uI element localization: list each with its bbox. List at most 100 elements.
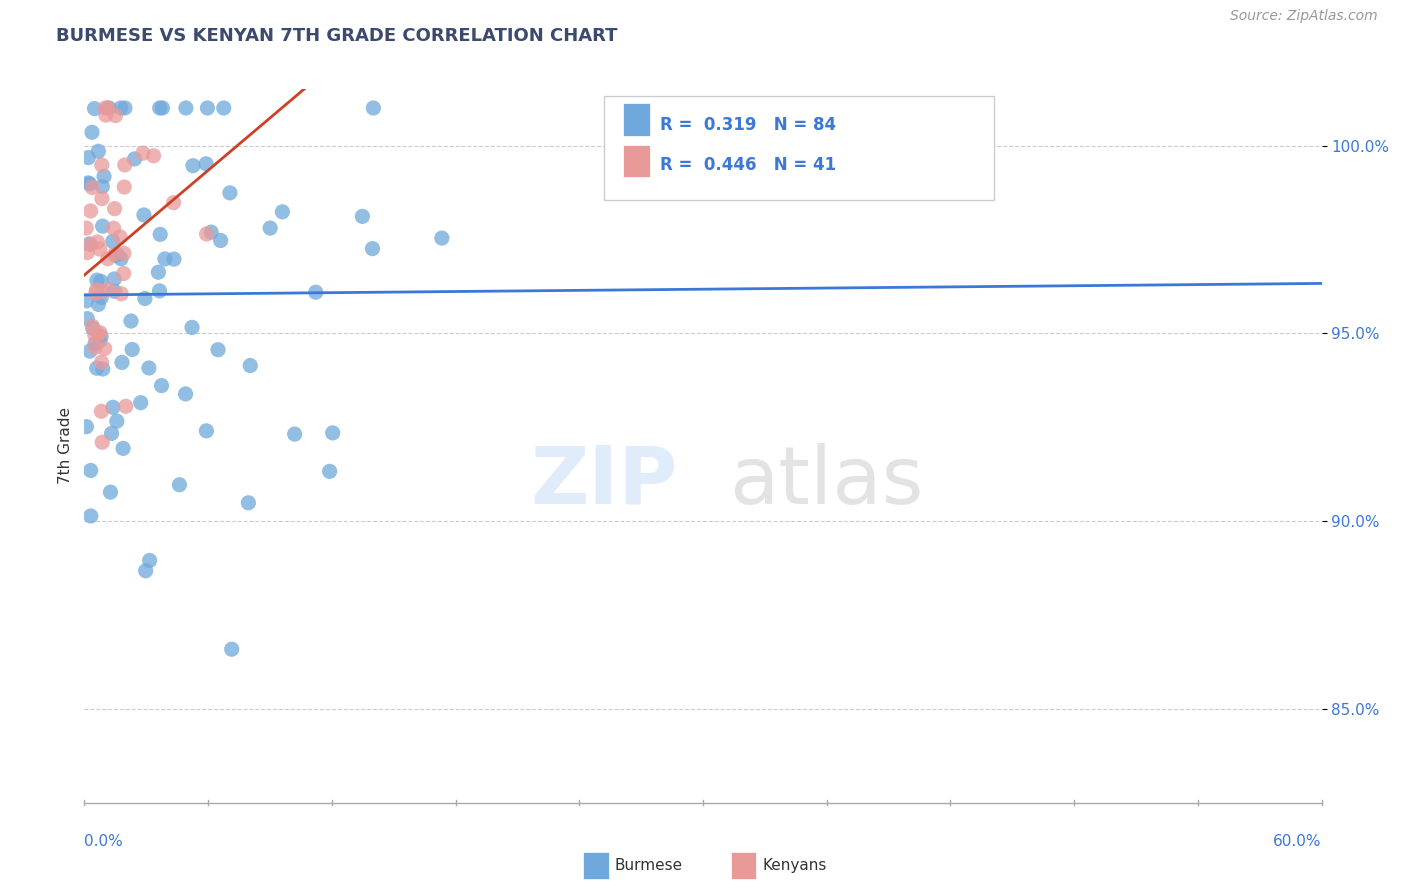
Point [322,425,344,440]
Text: atlas: atlas [730,442,924,521]
Point [112,442,135,456]
Bar [623,145,650,177]
Point [138,553,160,567]
Point [90,291,112,305]
Point [82,319,104,334]
Point [83,102,105,116]
Point [104,202,127,216]
Point [90,404,112,418]
Point [86,283,108,297]
Point [87,297,110,311]
Point [142,149,165,163]
Point [97,252,120,266]
Point [271,204,294,219]
Point [89,334,111,348]
Point [318,464,340,478]
Point [76,311,98,326]
Point [107,247,129,261]
Text: Burmese: Burmese [614,858,682,872]
Point [195,227,218,241]
Point [104,248,127,262]
Point [84,340,107,354]
Point [114,399,136,413]
Point [148,284,170,298]
Text: 0.0%: 0.0% [84,834,124,849]
Point [79,344,101,359]
Point [110,286,132,301]
Text: R =  0.319   N = 84: R = 0.319 N = 84 [659,116,835,134]
Point [169,477,191,491]
Point [84,286,107,301]
Point [200,225,222,239]
Point [112,246,135,260]
Point [361,242,384,256]
Point [195,424,218,438]
Point [108,230,131,244]
Point [149,227,172,242]
Text: ZIP: ZIP [530,442,678,521]
Point [90,274,112,288]
Point [121,343,143,357]
Point [135,564,157,578]
Point [104,246,127,260]
Point [89,242,111,256]
Point [83,328,105,343]
Point [75,293,97,308]
Point [239,359,262,373]
Point [112,267,135,281]
Bar [623,103,650,136]
Point [101,401,124,415]
Point [150,378,173,392]
Point [82,180,104,194]
Point [103,285,125,299]
Point [93,342,115,356]
Point [101,235,124,249]
Point [77,151,100,165]
Point [90,285,112,299]
Point [148,265,170,279]
Point [352,210,374,224]
Point [105,414,128,428]
Point [80,125,103,139]
Point [238,496,260,510]
Point [129,395,152,409]
Point [174,387,197,401]
Point [162,195,184,210]
Point [87,326,110,341]
Point [76,245,98,260]
Point [195,157,218,171]
Point [98,282,121,296]
Point [114,101,136,115]
Text: BURMESE VS KENYAN 7TH GRADE CORRELATION CHART: BURMESE VS KENYAN 7TH GRADE CORRELATION … [56,27,617,45]
Point [149,101,172,115]
Point [132,146,155,161]
Point [79,204,101,219]
Point [221,642,243,657]
Text: Kenyans: Kenyans [762,858,827,872]
Point [120,314,142,328]
Point [111,355,134,369]
Text: 60.0%: 60.0% [1274,834,1322,849]
Point [110,101,132,115]
Point [134,292,156,306]
Point [219,186,242,200]
Point [91,192,114,206]
Point [90,329,112,343]
Point [124,152,146,166]
Point [104,109,127,123]
Point [87,145,110,159]
Point [86,273,108,287]
Point [163,252,186,266]
Point [75,221,97,235]
Point [103,272,125,286]
Point [100,426,122,441]
Point [181,159,204,173]
Text: R =  0.446   N = 41: R = 0.446 N = 41 [659,155,835,174]
Point [90,355,112,369]
Point [209,234,232,248]
Point [89,326,111,340]
Point [207,343,229,357]
Point [75,419,97,434]
Point [103,221,125,235]
Point [138,361,160,376]
